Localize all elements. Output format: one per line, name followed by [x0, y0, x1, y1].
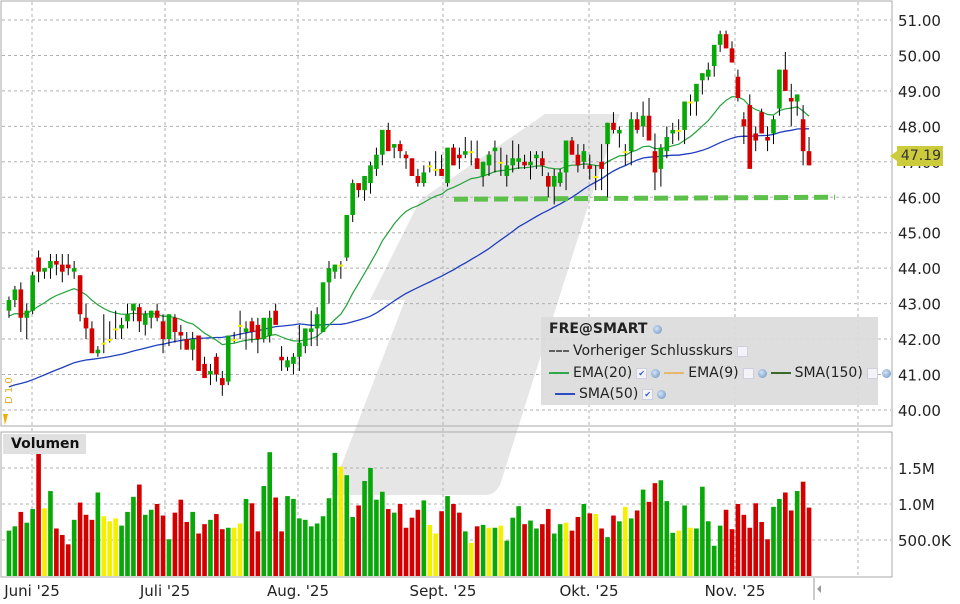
candlesticks	[6, 30, 812, 396]
legend-sma50: SMA(50) ✔	[555, 384, 670, 404]
date-axis: Juni '25 Juli '25 Aug. '25 Sept. '25 Okt. '2…	[3, 582, 765, 600]
svg-text:44.00: 44.00	[898, 260, 941, 278]
previous-close-line	[453, 194, 836, 202]
sma150-checkbox[interactable]	[866, 367, 878, 379]
legend-ema-row: EMA(20) ✔ EMA(9) SMA(150)	[549, 363, 895, 383]
svg-text:Aug. '25: Aug. '25	[267, 582, 329, 600]
volume-panel-frame	[0, 431, 893, 578]
svg-text:45.00: 45.00	[898, 225, 941, 243]
volume-panel-label: Volumen	[3, 434, 86, 454]
range-marker: D 1.0	[3, 377, 15, 425]
dashed-line-icon	[549, 350, 569, 352]
line-swatch-icon	[555, 393, 575, 395]
moving-averages	[8, 96, 810, 388]
scroll-left-icon[interactable]	[817, 585, 821, 593]
sma50-settings-icon[interactable]	[657, 389, 667, 399]
volume-axis: 1.5M 1.0M 500.0K	[898, 460, 952, 550]
legend-symbol: FRE@SMART	[549, 319, 666, 339]
watermark-logo	[330, 114, 620, 495]
price-panel-frame	[0, 0, 893, 427]
svg-text:Okt. '25: Okt. '25	[559, 582, 618, 600]
svg-text:Juli '25: Juli '25	[139, 582, 190, 600]
svg-text:Nov. '25: Nov. '25	[705, 582, 766, 600]
prev-close-checkbox[interactable]	[736, 345, 748, 357]
svg-text:50.00: 50.00	[898, 47, 941, 65]
volume-bars	[6, 444, 812, 576]
svg-text:41.00: 41.00	[898, 367, 941, 385]
settings-icon[interactable]	[653, 324, 663, 334]
svg-text:51.00: 51.00	[898, 12, 941, 30]
ema9-settings-icon[interactable]	[757, 368, 767, 378]
last-price-tag: 47.19	[890, 146, 943, 166]
price-axis: 51.0050.0049.0048.0047.0046.0045.0044.00…	[898, 12, 941, 420]
svg-text:43.00: 43.00	[898, 296, 941, 314]
svg-text:1.5M: 1.5M	[898, 460, 935, 478]
line-swatch-icon	[664, 372, 685, 374]
ema20-checkbox[interactable]: ✔	[636, 367, 648, 379]
svg-text:48.00: 48.00	[898, 118, 941, 136]
chart-legend: FRE@SMART Vorheriger Schlusskurs EMA(20)…	[541, 317, 891, 405]
legend-prev-close: Vorheriger Schlusskurs	[549, 341, 752, 361]
svg-text:46.00: 46.00	[898, 189, 941, 207]
line-swatch-icon	[549, 372, 569, 374]
ema9-checkbox[interactable]	[742, 367, 754, 379]
svg-text:42.00: 42.00	[898, 331, 941, 349]
svg-text:500.0K: 500.0K	[898, 532, 952, 550]
sma150-settings-icon[interactable]	[881, 368, 891, 378]
svg-text:Sept. '25: Sept. '25	[410, 582, 477, 600]
sma50-checkbox[interactable]: ✔	[642, 388, 654, 400]
svg-text:40.00: 40.00	[898, 402, 941, 420]
svg-text:Juni '25: Juni '25	[3, 582, 60, 600]
line-swatch-icon	[770, 372, 791, 374]
svg-text:1.0M: 1.0M	[898, 496, 935, 514]
svg-text:D 1.0: D 1.0	[4, 377, 15, 404]
svg-text:49.00: 49.00	[898, 83, 941, 101]
ema20-settings-icon[interactable]	[651, 368, 661, 378]
